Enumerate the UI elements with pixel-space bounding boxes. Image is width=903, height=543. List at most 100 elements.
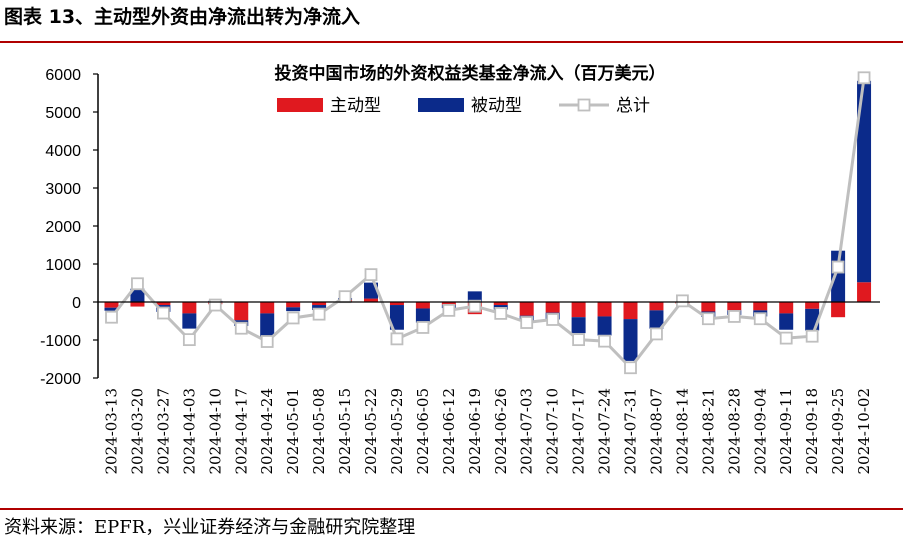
active-bar — [364, 298, 378, 302]
passive-bar — [260, 313, 275, 337]
active-bar — [260, 302, 275, 314]
x-tick-label: 2024-06-19 — [466, 388, 484, 474]
x-tick-label: 2024-05-15 — [336, 388, 354, 474]
total-point — [390, 332, 404, 346]
source-note: 资料来源：EPFR，兴业证券经济与金融研究院整理 — [4, 517, 416, 538]
x-tick-label: 2024-09-11 — [777, 388, 795, 474]
total-point — [260, 335, 274, 348]
legend-label-passive: 被动型 — [471, 96, 522, 116]
x-tick-label: 2024-08-28 — [725, 388, 743, 474]
x-tick-label: 2024-07-24 — [596, 388, 614, 474]
active-bar — [805, 302, 820, 309]
active-bar — [441, 302, 456, 306]
passive-bar — [286, 307, 301, 312]
passive-bar — [415, 308, 430, 323]
total-point — [494, 306, 508, 320]
active-bar — [104, 302, 119, 308]
x-axis: 2024-03-13 2024-03-20 2024-03-27 2024-04-03… — [98, 301, 880, 474]
x-tick-label: 2024-09-25 — [829, 388, 847, 474]
passive-bar — [104, 307, 119, 311]
total-point — [442, 303, 456, 317]
total-point — [286, 311, 300, 325]
total-point — [468, 299, 482, 313]
active-bar — [234, 302, 249, 321]
active-bar — [182, 302, 197, 314]
x-tick-label: 2024-05-08 — [310, 388, 328, 474]
active-bar — [649, 302, 664, 311]
chart-title: 投资中国市场的外资权益类基金净流入（百万美元） — [275, 63, 666, 84]
x-tick-label: 2024-08-07 — [647, 388, 665, 474]
figure-title: 图表 13、主动型外资由净流出转为净流入 — [4, 6, 361, 28]
x-tick-label: 2024-05-22 — [362, 388, 380, 474]
active-bar — [545, 302, 560, 313]
x-tick-label: 2024-07-17 — [570, 388, 588, 474]
x-tick-label: 2024-05-01 — [284, 388, 302, 474]
active-bar — [312, 302, 327, 306]
x-tick-label: 2024-06-05 — [414, 388, 432, 474]
active-bar — [753, 302, 768, 311]
passive-bar — [389, 305, 404, 330]
total-point — [779, 331, 793, 345]
x-tick-label: 2024-08-14 — [673, 388, 691, 474]
active-bar — [701, 302, 716, 312]
y-tick-label: -1000 — [40, 333, 81, 350]
legend-swatch-active — [277, 98, 323, 112]
x-tick-label: 2024-04-24 — [258, 388, 276, 474]
x-tick-label: 2024-05-29 — [388, 388, 406, 474]
active-bar — [156, 302, 171, 306]
active-bar — [415, 302, 430, 309]
total-point — [857, 71, 871, 85]
total-point — [234, 321, 248, 335]
y-tick-label: -2000 — [40, 371, 81, 388]
x-tick-label: 2024-09-18 — [803, 388, 821, 474]
active-bar — [571, 302, 586, 318]
total-point — [105, 310, 118, 324]
source-rule — [0, 508, 903, 510]
x-tick-label: 2024-07-10 — [544, 388, 562, 474]
passive-bar — [649, 310, 664, 329]
total-point — [208, 298, 222, 312]
x-tick-label: 2024-04-17 — [232, 388, 250, 474]
x-tick-label: 2024-03-27 — [154, 388, 172, 474]
total-point — [598, 334, 611, 348]
total-point — [546, 313, 560, 326]
passive-bar — [312, 305, 327, 310]
x-tick-label: 2024-07-31 — [622, 388, 640, 474]
total-line-path — [110, 77, 866, 371]
active-bar — [286, 302, 301, 308]
passive-bar — [597, 316, 612, 336]
x-tick-label: 2024-10-02 — [855, 388, 873, 474]
x-tick-label: 2024-07-03 — [518, 388, 536, 474]
active-bar — [779, 302, 794, 314]
total-point — [156, 306, 170, 320]
active-bar — [519, 302, 534, 316]
y-tick-label: 3000 — [45, 181, 81, 198]
y-tick-label: 5000 — [45, 105, 81, 122]
x-tick-label: 2024-04-03 — [180, 388, 198, 474]
x-tick-label: 2024-09-04 — [751, 388, 769, 474]
passive-bar — [857, 80, 872, 283]
y-tick-label: 2000 — [45, 219, 81, 236]
passive-bar — [130, 288, 145, 302]
passive-bar — [779, 313, 794, 330]
legend-marker-total — [577, 98, 591, 112]
active-bar — [831, 302, 846, 318]
y-tick-label: 1000 — [45, 257, 81, 274]
passive-bar — [182, 313, 197, 329]
total-point — [520, 316, 534, 329]
title-rule — [0, 41, 903, 43]
y-tick-label: 4000 — [45, 143, 81, 160]
x-tick-label: 2024-06-12 — [440, 388, 458, 474]
y-tick-label: 6000 — [45, 67, 81, 84]
x-tick-label: 2024-03-13 — [103, 388, 121, 474]
y-axis: -2000 -1000 0 1000 2000 3000 4000 5000 6000 — [40, 67, 99, 388]
total-point — [805, 329, 819, 343]
total-point — [312, 307, 326, 321]
active-bar — [857, 282, 872, 302]
legend-label-active: 主动型 — [330, 96, 381, 116]
total-point — [701, 312, 715, 326]
x-tick-label: 2024-06-26 — [492, 388, 510, 474]
total-point — [650, 327, 663, 341]
active-bar — [727, 302, 742, 311]
total-point — [131, 277, 144, 291]
